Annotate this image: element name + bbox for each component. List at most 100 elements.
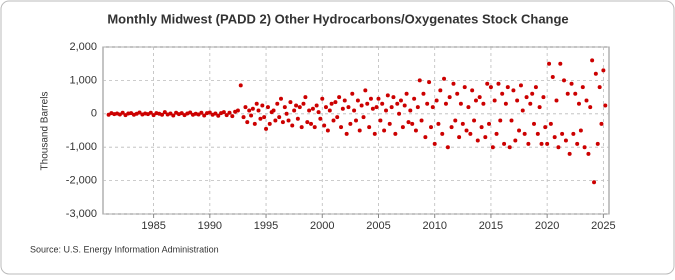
point xyxy=(344,131,349,136)
x-tick-label: 2025 xyxy=(591,220,615,232)
point xyxy=(284,111,289,116)
point xyxy=(235,108,240,113)
point xyxy=(425,101,430,106)
point xyxy=(303,95,308,100)
point xyxy=(247,108,252,113)
point xyxy=(569,81,574,86)
y-tick-label: 2,000 xyxy=(69,41,97,53)
x-tick-label: 2010 xyxy=(422,220,446,232)
point xyxy=(384,108,389,113)
point xyxy=(342,98,347,103)
point xyxy=(221,110,226,115)
point xyxy=(466,105,471,110)
point xyxy=(457,135,462,140)
point xyxy=(280,120,285,125)
point xyxy=(442,76,447,81)
point xyxy=(584,98,589,103)
point xyxy=(434,98,439,103)
x-tick-label: 2000 xyxy=(310,220,334,232)
point xyxy=(297,105,302,110)
point xyxy=(120,110,125,115)
point xyxy=(443,101,448,106)
point xyxy=(447,95,452,100)
point xyxy=(571,131,576,136)
point xyxy=(511,88,516,93)
point xyxy=(558,61,563,66)
point xyxy=(505,85,510,90)
point xyxy=(160,112,165,117)
point xyxy=(389,105,394,110)
point xyxy=(397,111,402,116)
point xyxy=(348,121,353,126)
point xyxy=(429,125,434,130)
point xyxy=(468,131,473,136)
point xyxy=(350,91,355,96)
point xyxy=(576,101,581,106)
point xyxy=(382,128,387,133)
point xyxy=(307,108,312,113)
x-tick-label: 1990 xyxy=(198,220,222,232)
point xyxy=(299,125,304,130)
point xyxy=(475,138,480,143)
point xyxy=(267,121,272,126)
point xyxy=(449,125,454,130)
point xyxy=(402,103,407,108)
point xyxy=(151,113,156,118)
point xyxy=(550,75,555,80)
point xyxy=(415,105,420,110)
point xyxy=(316,110,321,115)
point xyxy=(524,95,529,100)
point xyxy=(599,121,604,126)
point xyxy=(541,95,546,100)
point xyxy=(496,81,501,86)
point xyxy=(419,118,424,123)
x-tick-label: 1995 xyxy=(254,220,278,232)
point xyxy=(590,58,595,63)
point xyxy=(224,113,229,118)
point xyxy=(440,131,445,136)
chart-title: Monthly Midwest (PADD 2) Other Hydrocarb… xyxy=(107,11,568,26)
point xyxy=(432,141,437,146)
point xyxy=(586,151,591,156)
point xyxy=(567,151,572,156)
point xyxy=(265,105,270,110)
point xyxy=(256,108,261,113)
point xyxy=(230,114,235,119)
point xyxy=(398,98,403,103)
point xyxy=(520,108,525,113)
point xyxy=(502,141,507,146)
point xyxy=(241,115,246,120)
point xyxy=(179,111,184,116)
point xyxy=(573,91,578,96)
point xyxy=(404,91,409,96)
point xyxy=(487,121,492,126)
point xyxy=(310,106,315,111)
point xyxy=(417,78,422,83)
point xyxy=(367,125,372,130)
point xyxy=(552,135,557,140)
point xyxy=(290,123,295,128)
point xyxy=(460,121,465,126)
x-tick-label: 2005 xyxy=(366,220,390,232)
point xyxy=(374,105,379,110)
point xyxy=(485,81,490,86)
y-tick-label: 1,000 xyxy=(69,74,97,86)
point xyxy=(216,113,221,118)
point xyxy=(372,131,377,136)
point xyxy=(329,101,334,106)
point xyxy=(363,88,368,93)
point xyxy=(340,106,345,111)
point xyxy=(331,118,336,123)
point xyxy=(575,141,580,146)
point xyxy=(199,110,204,115)
point xyxy=(498,118,503,123)
point xyxy=(509,118,514,123)
point xyxy=(494,131,499,136)
point xyxy=(503,101,508,106)
point xyxy=(479,125,484,130)
point xyxy=(314,103,319,108)
point xyxy=(380,101,385,106)
point xyxy=(423,135,428,140)
point xyxy=(312,125,317,130)
point xyxy=(249,113,254,118)
